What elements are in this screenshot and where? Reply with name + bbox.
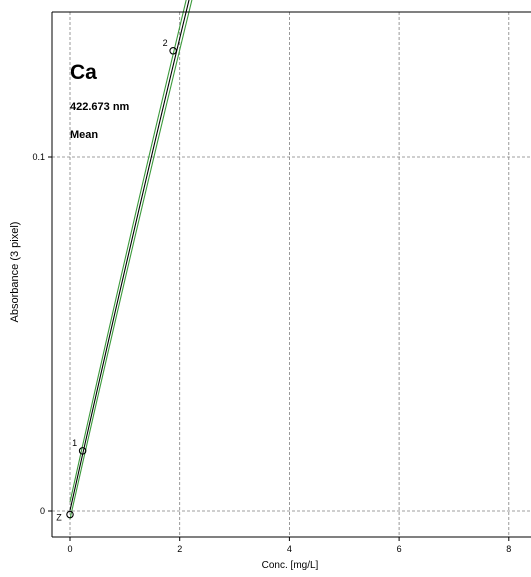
upper-confidence-line: [69, 0, 187, 503]
y-tick-label: 0: [40, 506, 45, 516]
data-point-label: 1: [72, 438, 77, 448]
data-point-marker: [169, 47, 177, 55]
confidence-band-layer: [69, 0, 193, 520]
y-axis-label: Absorbance (3 pixel): [9, 222, 21, 323]
data-point-label: Z: [56, 513, 62, 523]
mode-label: Mean: [70, 129, 98, 141]
data-points-layer: Z12345: [56, 38, 177, 523]
x-tick-label: 6: [397, 544, 402, 554]
data-point-marker: [78, 447, 87, 455]
x-axis-label: Conc. [mg/L]: [262, 560, 319, 571]
x-tick-label: 2: [177, 544, 182, 554]
fit-curve-line: [69, 0, 190, 511]
fit-curve-layer: [69, 0, 190, 511]
y-tick-label: 0.1: [32, 152, 45, 162]
x-tick-label: 4: [287, 544, 292, 554]
element-label: Ca: [70, 61, 97, 84]
data-point-label: 2: [163, 38, 168, 48]
data-point-marker: [66, 510, 74, 519]
wavelength-label: 422.673 nm: [70, 101, 130, 113]
x-tick-label: 8: [506, 544, 511, 554]
x-tick-label: 0: [67, 544, 72, 554]
lower-confidence-line: [69, 0, 193, 520]
grid-layer: [52, 12, 531, 537]
